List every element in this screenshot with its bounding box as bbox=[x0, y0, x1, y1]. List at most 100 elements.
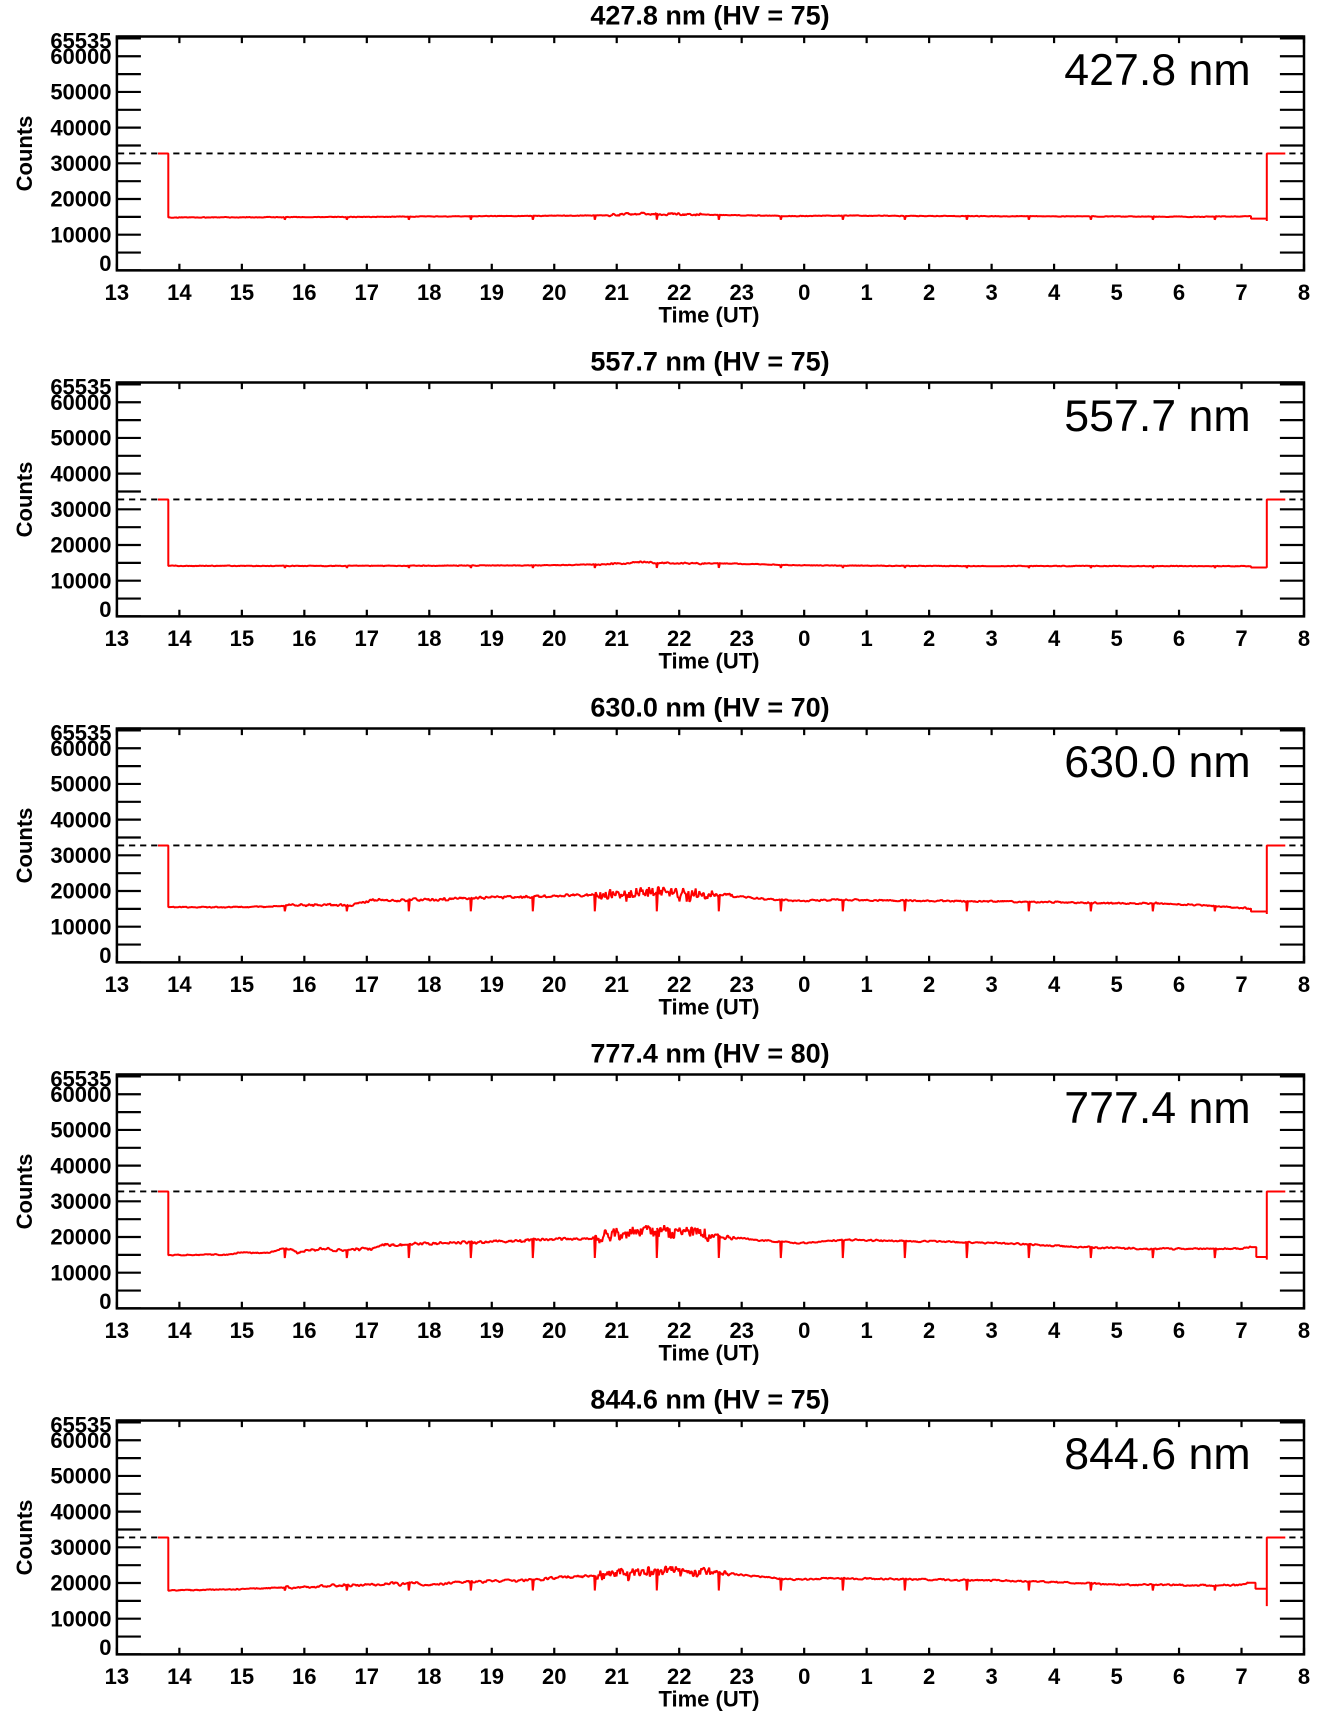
svg-text:5: 5 bbox=[1110, 972, 1122, 997]
svg-text:777.4 nm (HV = 80): 777.4 nm (HV = 80) bbox=[590, 1039, 829, 1069]
svg-text:8: 8 bbox=[1298, 1318, 1310, 1343]
svg-text:18: 18 bbox=[417, 1318, 441, 1343]
svg-text:21: 21 bbox=[604, 1664, 628, 1689]
svg-text:15: 15 bbox=[230, 1664, 254, 1689]
svg-text:844.6 nm (HV = 75): 844.6 nm (HV = 75) bbox=[590, 1385, 829, 1415]
svg-text:30000: 30000 bbox=[50, 843, 111, 868]
svg-text:50000: 50000 bbox=[50, 80, 111, 105]
svg-text:4: 4 bbox=[1048, 972, 1061, 997]
svg-text:19: 19 bbox=[480, 280, 504, 305]
svg-text:0: 0 bbox=[99, 943, 111, 968]
svg-text:Time (UT): Time (UT) bbox=[658, 1686, 759, 1711]
svg-text:20: 20 bbox=[542, 280, 566, 305]
svg-text:17: 17 bbox=[355, 1664, 379, 1689]
svg-text:7: 7 bbox=[1235, 972, 1247, 997]
svg-text:17: 17 bbox=[355, 626, 379, 651]
svg-text:20000: 20000 bbox=[50, 187, 111, 212]
svg-text:13: 13 bbox=[105, 280, 129, 305]
svg-text:20: 20 bbox=[542, 626, 566, 651]
svg-text:7: 7 bbox=[1235, 280, 1247, 305]
svg-text:1: 1 bbox=[860, 1318, 872, 1343]
svg-text:22: 22 bbox=[667, 1318, 691, 1343]
svg-text:21: 21 bbox=[604, 972, 628, 997]
svg-text:30000: 30000 bbox=[50, 1189, 111, 1214]
svg-text:30000: 30000 bbox=[50, 497, 111, 522]
svg-text:20000: 20000 bbox=[50, 879, 111, 904]
svg-text:13: 13 bbox=[105, 1318, 129, 1343]
svg-text:65535: 65535 bbox=[50, 721, 111, 746]
svg-text:0: 0 bbox=[798, 626, 810, 651]
svg-text:Counts: Counts bbox=[12, 1154, 37, 1230]
svg-text:30000: 30000 bbox=[50, 1535, 111, 1560]
svg-text:14: 14 bbox=[167, 1318, 192, 1343]
svg-text:65535: 65535 bbox=[50, 29, 111, 54]
svg-text:0: 0 bbox=[99, 597, 111, 622]
svg-text:19: 19 bbox=[480, 1664, 504, 1689]
svg-text:40000: 40000 bbox=[50, 115, 111, 140]
svg-text:15: 15 bbox=[230, 626, 254, 651]
svg-text:15: 15 bbox=[230, 1318, 254, 1343]
svg-text:6: 6 bbox=[1173, 1318, 1185, 1343]
svg-text:23: 23 bbox=[729, 1318, 753, 1343]
svg-text:2: 2 bbox=[923, 1664, 935, 1689]
svg-text:40000: 40000 bbox=[50, 1153, 111, 1178]
svg-text:0: 0 bbox=[798, 1664, 810, 1689]
svg-text:Time (UT): Time (UT) bbox=[658, 302, 759, 327]
svg-text:30000: 30000 bbox=[50, 151, 111, 176]
svg-text:17: 17 bbox=[355, 972, 379, 997]
svg-text:7: 7 bbox=[1235, 626, 1247, 651]
svg-text:0: 0 bbox=[99, 251, 111, 276]
svg-text:0: 0 bbox=[798, 972, 810, 997]
svg-text:Time (UT): Time (UT) bbox=[658, 994, 759, 1019]
svg-text:50000: 50000 bbox=[50, 1464, 111, 1489]
svg-text:1: 1 bbox=[860, 1664, 872, 1689]
svg-text:16: 16 bbox=[292, 1318, 316, 1343]
svg-text:23: 23 bbox=[729, 280, 753, 305]
svg-text:20000: 20000 bbox=[50, 1225, 111, 1250]
svg-text:10000: 10000 bbox=[50, 222, 111, 247]
svg-text:65535: 65535 bbox=[50, 1413, 111, 1438]
svg-text:0: 0 bbox=[798, 1318, 810, 1343]
svg-text:20: 20 bbox=[542, 1664, 566, 1689]
svg-text:6: 6 bbox=[1173, 280, 1185, 305]
svg-text:8: 8 bbox=[1298, 280, 1310, 305]
svg-text:10000: 10000 bbox=[50, 1260, 111, 1285]
svg-text:65535: 65535 bbox=[50, 1067, 111, 1092]
svg-text:3: 3 bbox=[985, 1664, 997, 1689]
svg-text:60000: 60000 bbox=[50, 1082, 111, 1107]
svg-text:23: 23 bbox=[729, 1664, 753, 1689]
svg-text:630.0 nm (HV = 70): 630.0 nm (HV = 70) bbox=[590, 693, 829, 723]
svg-text:630.0 nm: 630.0 nm bbox=[1064, 738, 1250, 787]
svg-text:777.4 nm: 777.4 nm bbox=[1064, 1084, 1250, 1133]
svg-text:427.8 nm: 427.8 nm bbox=[1064, 46, 1250, 95]
svg-text:19: 19 bbox=[480, 972, 504, 997]
svg-text:16: 16 bbox=[292, 280, 316, 305]
svg-text:14: 14 bbox=[167, 280, 192, 305]
svg-text:40000: 40000 bbox=[50, 807, 111, 832]
svg-text:20: 20 bbox=[542, 1318, 566, 1343]
svg-text:557.7 nm: 557.7 nm bbox=[1064, 392, 1250, 441]
svg-text:50000: 50000 bbox=[50, 426, 111, 451]
svg-text:Counts: Counts bbox=[12, 462, 37, 538]
svg-text:16: 16 bbox=[292, 972, 316, 997]
svg-text:5: 5 bbox=[1110, 626, 1122, 651]
svg-text:3: 3 bbox=[985, 972, 997, 997]
svg-text:13: 13 bbox=[105, 972, 129, 997]
svg-text:5: 5 bbox=[1110, 280, 1122, 305]
svg-text:18: 18 bbox=[417, 626, 441, 651]
svg-text:60000: 60000 bbox=[50, 1428, 111, 1453]
svg-text:1: 1 bbox=[860, 626, 872, 651]
svg-text:2: 2 bbox=[923, 280, 935, 305]
svg-text:65535: 65535 bbox=[50, 375, 111, 400]
svg-text:14: 14 bbox=[167, 972, 192, 997]
svg-text:60000: 60000 bbox=[50, 736, 111, 761]
svg-text:21: 21 bbox=[604, 626, 628, 651]
svg-text:18: 18 bbox=[417, 280, 441, 305]
svg-text:23: 23 bbox=[729, 626, 753, 651]
svg-text:3: 3 bbox=[985, 1318, 997, 1343]
svg-text:2: 2 bbox=[923, 626, 935, 651]
svg-text:17: 17 bbox=[355, 1318, 379, 1343]
svg-text:5: 5 bbox=[1110, 1664, 1122, 1689]
svg-text:1: 1 bbox=[860, 972, 872, 997]
svg-text:Counts: Counts bbox=[12, 116, 37, 192]
